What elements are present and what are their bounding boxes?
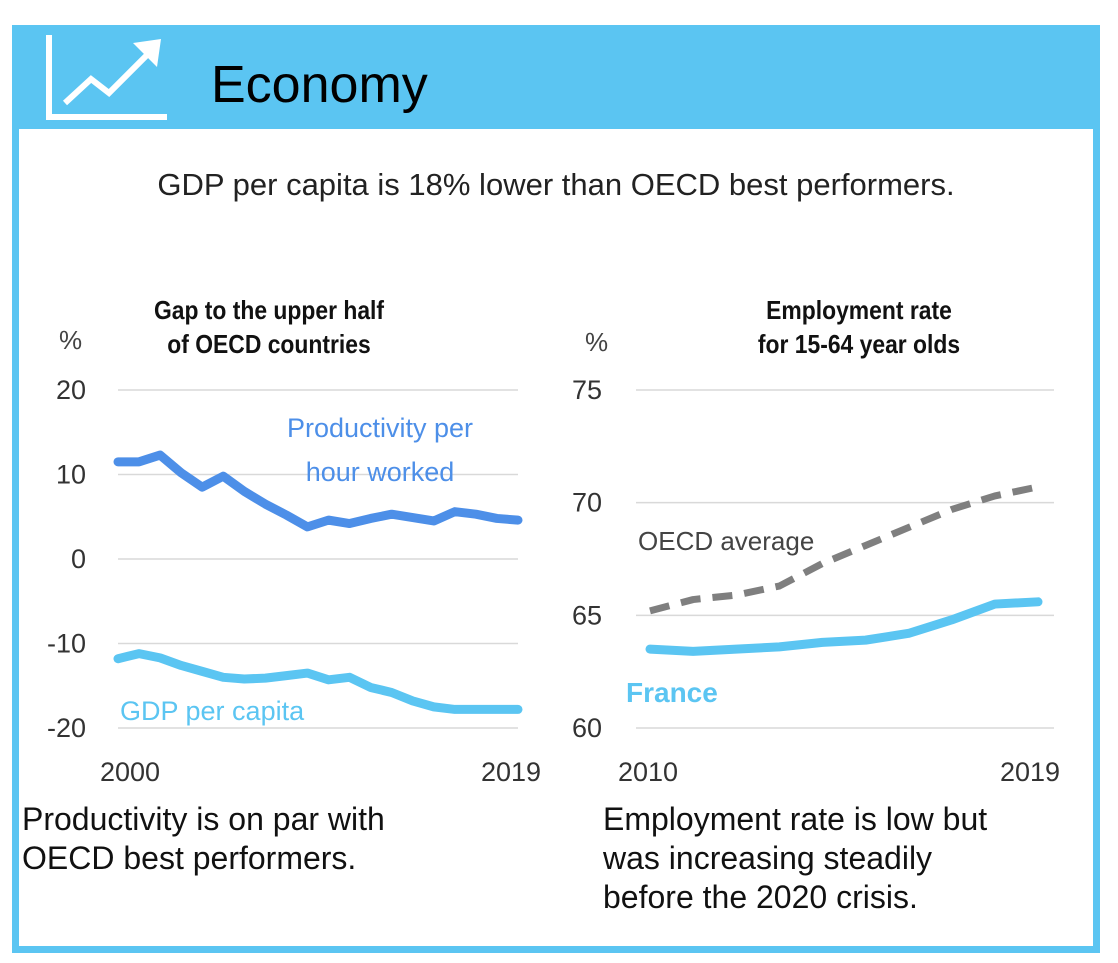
chart2-title-line1: Employment rate [766,295,952,325]
chart2-y-tick-label: 65 [572,600,602,630]
chart2-caption: Employment rate is low but was increasin… [603,800,987,917]
chart2-series-label-oecd: OECD average [638,526,814,556]
chart2-y-tick-label: 60 [572,713,602,743]
chart2-unit: % [585,327,609,357]
chart1-series-productivity-line [113,450,523,532]
chart1-unit: % [59,325,83,355]
chart1-y-tick-label: 0 [71,544,86,574]
chart2-title: Employment rate for 15-64 year olds [709,293,1008,361]
chart2-title-line2: for 15-64 year olds [757,329,961,359]
chart1-series-gdp-line [113,649,523,714]
chart1-x-tick-label: 2019 [481,757,541,787]
chart1-series-label-productivity: hour worked [306,457,455,487]
chart1-caption-line2: OECD best performers. [22,840,357,876]
chart1-y-tick-label: -10 [47,629,86,659]
page-title: Economy [211,56,428,114]
chart2-series-label-france: France [626,677,718,708]
chart2-y-tick-label: 75 [572,375,602,405]
header-bar: Economy [19,25,1093,129]
chart1-title-line1: Gap to the upper half [153,295,385,325]
chart1-caption: Productivity is on par with OECD best pe… [22,800,385,878]
chart2-caption-line3: before the 2020 crisis. [603,879,918,915]
chart2-x-tick-label: 2019 [1000,757,1060,787]
chart1-x-tick-label: 2000 [100,757,160,787]
chart1-y-tick-label: -20 [47,713,86,743]
chart1-series-label-productivity: Productivity per [287,413,473,443]
chart2-caption-line2: was increasing steadily [603,840,933,876]
trend-chart-icon [46,35,167,120]
chart2-series-france-line [645,597,1043,656]
chart1-title: Gap to the upper half of OECD countries [119,293,418,361]
chart2-y-tick-label: 70 [572,488,602,518]
chart2-caption-line1: Employment rate is low but [603,801,988,837]
chart2-series-oecd-line [649,483,1039,615]
subtitle: GDP per capita is 18% lower than OECD be… [157,167,955,202]
chart1-y-tick-label: 20 [56,375,86,405]
economy-panel: Economy GDP per capita is 18% lower than… [12,25,1100,953]
chart1-caption-line1: Productivity is on par with [22,801,385,837]
chart1-series-label-gdp: GDP per capita [120,696,305,726]
chart1-title-line2: of OECD countries [167,329,371,359]
chart1-y-tick-label: 10 [56,460,86,490]
chart2-x-tick-label: 2010 [618,757,678,787]
